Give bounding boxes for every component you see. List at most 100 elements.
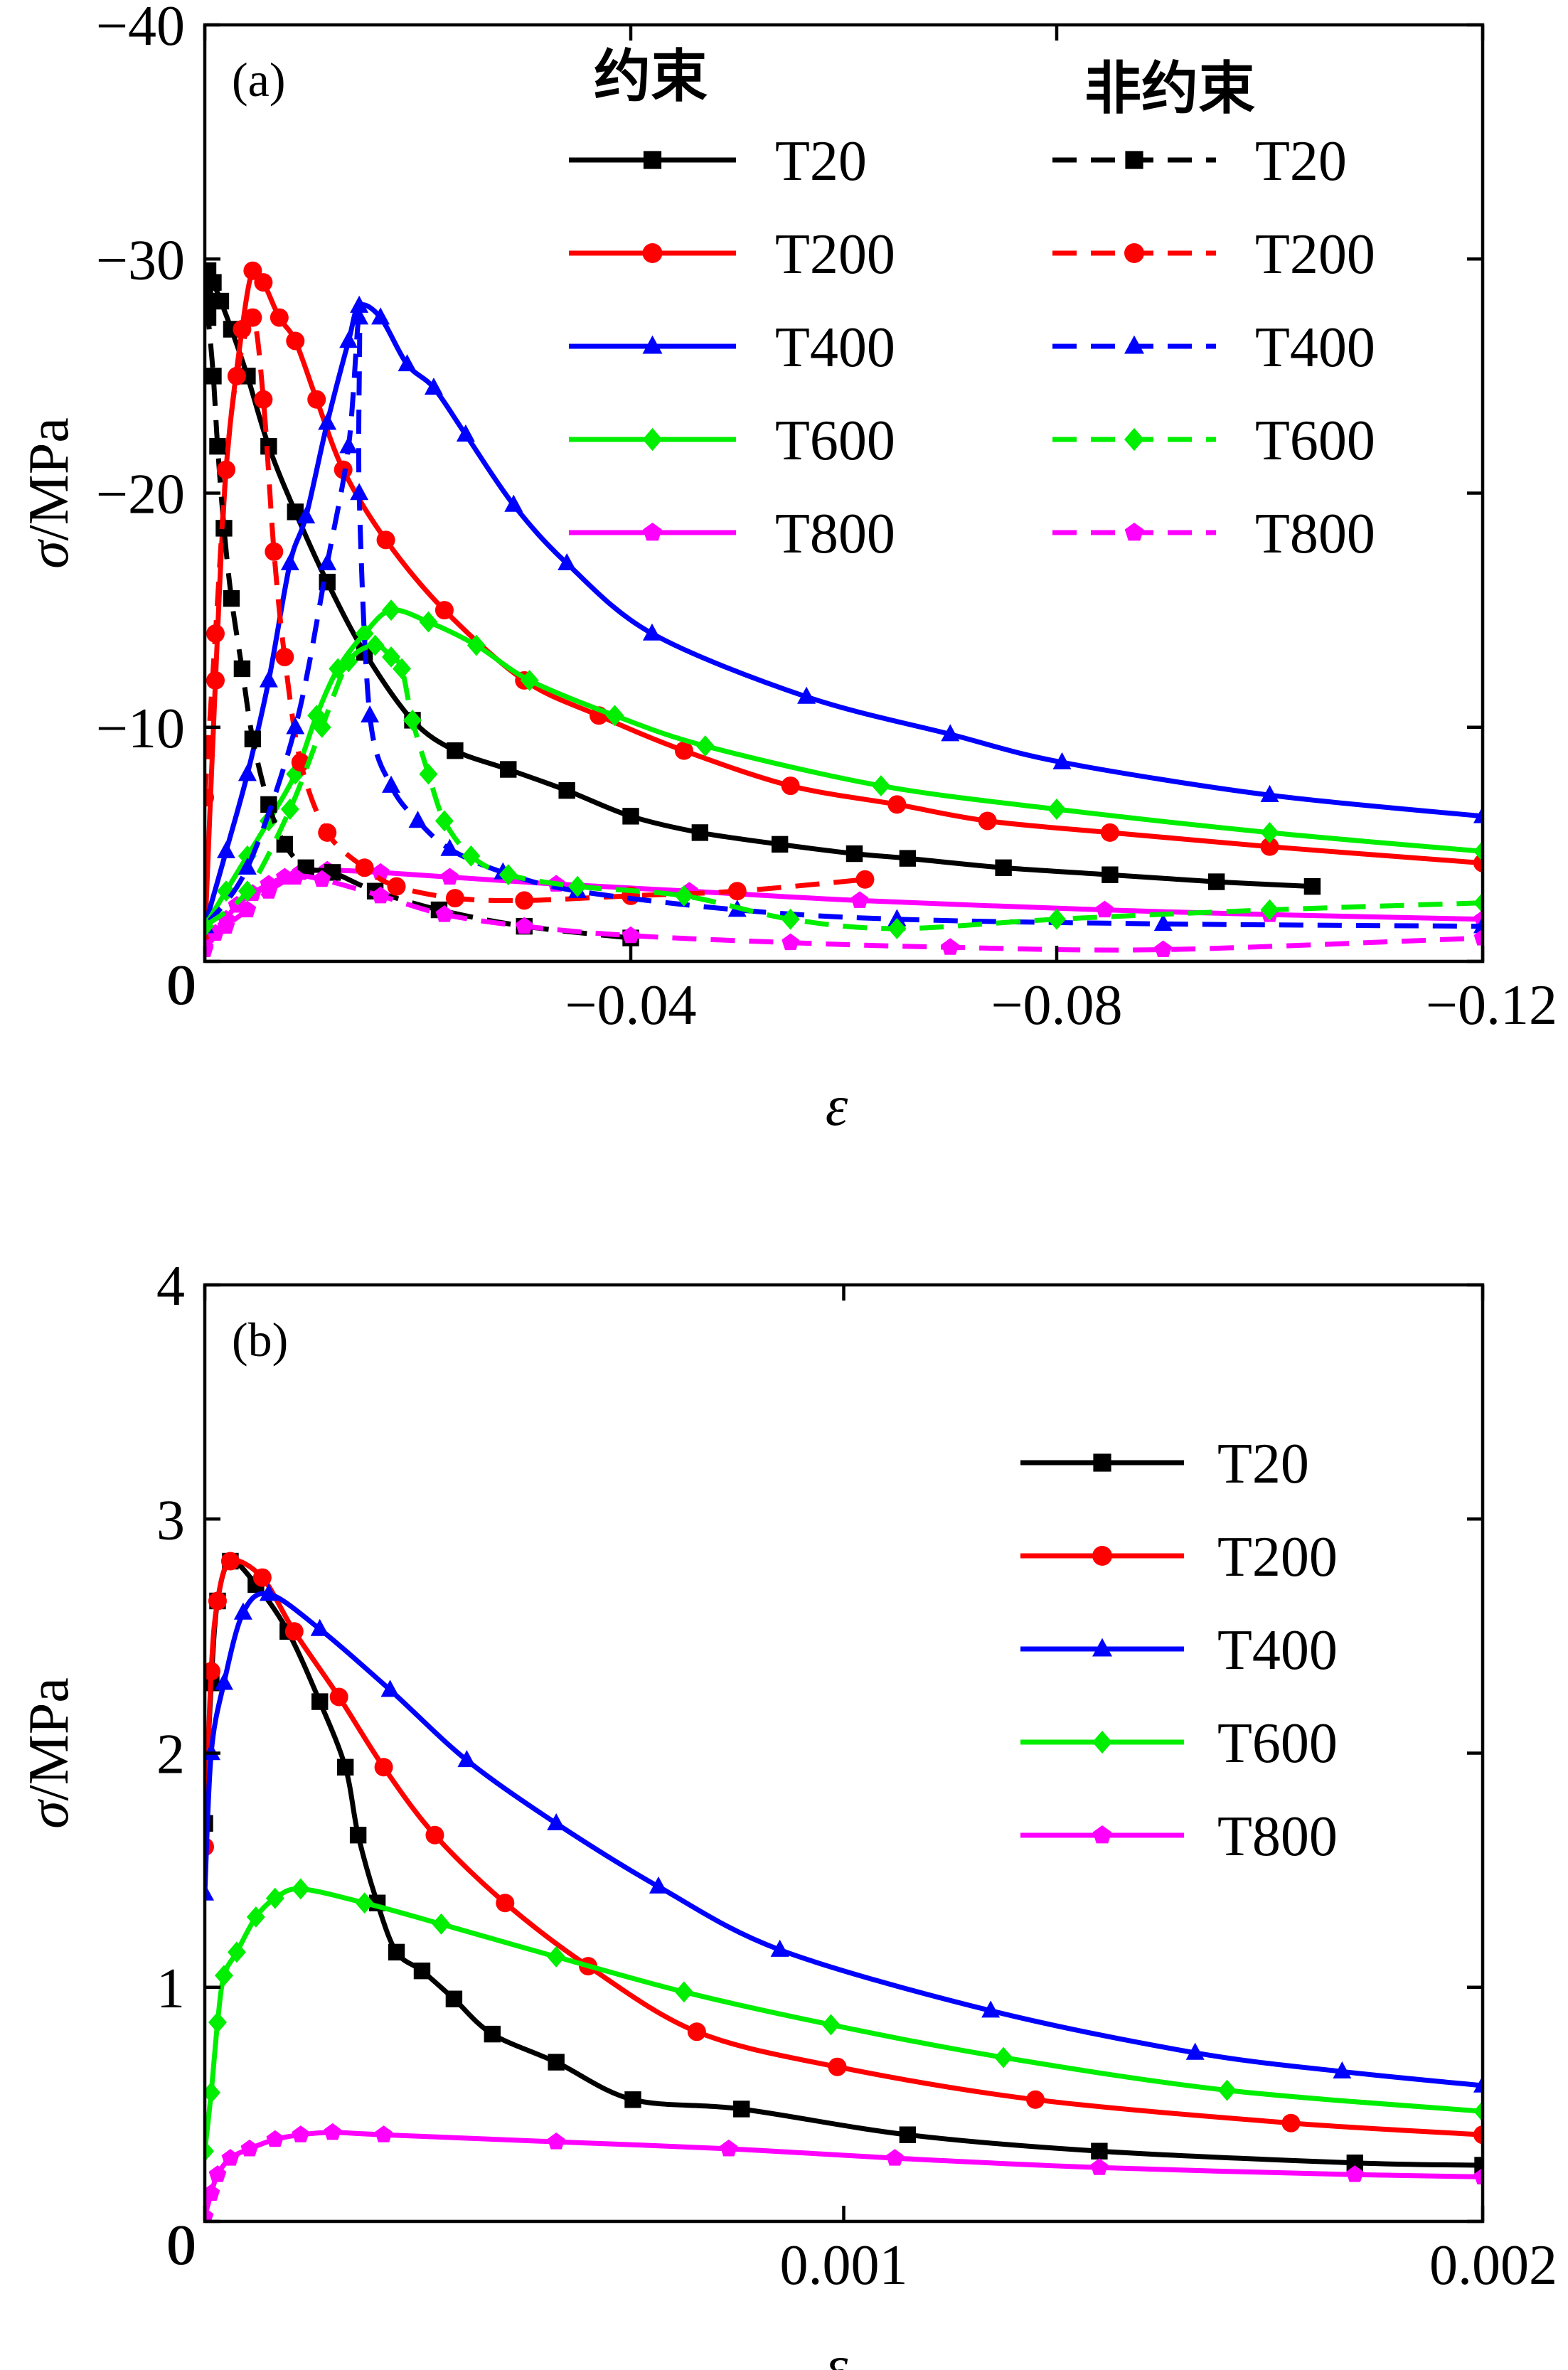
data-point-b-T200-1-6	[329, 1687, 348, 1707]
data-point-b-T200-1-8	[425, 1825, 444, 1845]
data-point-a-T400-2-2	[238, 764, 257, 781]
data-point-b-T800-4-2	[208, 2165, 227, 2182]
data-point-a-T200-6-6	[265, 542, 284, 561]
data-point-a-T20-0-7	[287, 503, 304, 521]
data-point-b-T800-4-0	[205, 2207, 214, 2221]
data-point-a-T600-8-5	[366, 634, 385, 656]
data-point-b-T200-1-2	[208, 1591, 227, 1611]
legend-marker-T600	[1124, 427, 1144, 452]
data-point-a-T800-9-12	[1154, 940, 1173, 958]
data-point-a-T400-2-10	[398, 354, 417, 372]
data-point-b-T600-3-9	[432, 1913, 451, 1935]
legend-label-T800: T800	[1255, 503, 1375, 565]
data-point-a-T200-6-7	[275, 647, 294, 666]
data-point-b-T800-4-14	[1473, 2167, 1483, 2184]
data-point-a-T600-8-12	[498, 864, 518, 886]
legend-label-T20: T20	[775, 130, 867, 193]
data-point-a-T800-9-7	[435, 905, 454, 922]
data-point-a-T800-9-3	[260, 882, 278, 899]
data-point-a-T200-6-2	[216, 460, 235, 479]
data-point-b-T400-2-10	[770, 1939, 789, 1957]
chart-panel-b: 0 0.001 0.002 1 2 3 4 ε σ/MPa (b) T20 T200 T400 T600 T…	[18, 1255, 1557, 2370]
legend-label-T600: T600	[1217, 1712, 1338, 1775]
series-line-a-T800-solid	[205, 868, 1483, 951]
legend-group-title: 非约束	[1084, 58, 1255, 121]
data-point-b-T600-3-11	[674, 1981, 693, 2003]
data-point-a-T20-5-3	[209, 437, 226, 455]
y-tick-label: −20	[96, 464, 185, 526]
data-point-b-T200-1-15	[1473, 2125, 1483, 2145]
data-point-b-T20-0-17	[899, 2126, 917, 2143]
legend-label-T600: T600	[775, 410, 895, 472]
y-axis-label: σ/MPa	[18, 1677, 80, 1829]
legend-marker-T200	[1124, 243, 1144, 263]
data-point-a-T20-5-0	[205, 297, 213, 314]
data-point-b-T600-3-14	[1217, 2079, 1237, 2101]
data-point-a-T400-7-14	[887, 909, 907, 927]
data-point-b-T20-0-10	[388, 1943, 405, 1961]
data-point-a-T200-1-14	[674, 741, 693, 760]
data-point-a-T200-1-5	[254, 273, 273, 292]
data-point-b-T400-2-1	[205, 1743, 220, 1761]
series-line-a-T600-solid	[205, 607, 1483, 928]
data-point-a-T400-7-3	[318, 553, 337, 571]
legend-label-T400: T400	[1255, 316, 1375, 379]
legend-label-T200: T200	[1255, 223, 1375, 286]
chart-panel-a: 0 −0.04 −0.08 −0.12 −10 −20 −30 −40 ε σ/MPa (a) 约束 T…	[18, 0, 1557, 1138]
data-point-a-T600-8-9	[419, 763, 438, 785]
data-point-a-T200-1-18	[1100, 823, 1119, 842]
data-point-a-T800-9-13	[1473, 929, 1483, 946]
legend-marker-T600	[1092, 1730, 1112, 1754]
data-point-a-T20-0-15	[691, 824, 709, 841]
data-point-b-T200-1-4	[252, 1568, 272, 1587]
data-point-b-T20-0-16	[733, 2101, 750, 2118]
data-point-b-T400-2-5	[310, 1618, 329, 1636]
data-point-a-T600-3-13	[695, 735, 715, 757]
data-point-a-T400-7-6	[350, 483, 369, 501]
data-point-a-T600-3-11	[520, 669, 539, 691]
data-point-a-T600-8-17	[1047, 908, 1066, 930]
legend-marker-T800	[1124, 523, 1144, 541]
data-point-a-T600-8-18	[1260, 899, 1279, 921]
data-point-a-T800-9-10	[782, 933, 799, 951]
data-point-a-T400-2-20	[1473, 806, 1483, 823]
legend-marker-T400	[1092, 1638, 1112, 1657]
data-point-a-T800-9-8	[515, 917, 533, 934]
data-point-a-T400-2-8	[350, 295, 369, 313]
data-point-b-T200-1-3	[220, 1552, 240, 1571]
data-point-a-T600-8-4	[339, 651, 358, 673]
data-point-a-T800-9-2	[238, 900, 257, 918]
data-point-b-T600-3-0	[205, 2140, 214, 2162]
x-tick-label: 0.001	[780, 2234, 908, 2297]
data-point-b-T20-0-12	[445, 1990, 463, 2007]
data-point-a-T600-8-0	[205, 915, 214, 937]
data-point-a-T200-6-4	[243, 308, 262, 327]
data-point-a-T20-5-1	[205, 309, 217, 326]
data-point-a-T400-7-2	[286, 717, 305, 735]
data-point-b-T20-0-7	[336, 1758, 354, 1776]
data-point-a-T600-8-10	[434, 810, 454, 832]
data-point-b-T800-4-7	[324, 2123, 342, 2140]
data-point-a-T200-6-15	[727, 882, 747, 901]
data-point-a-T600-8-1	[238, 880, 257, 902]
data-point-a-T800-4-14	[1096, 900, 1114, 918]
x-axis-label: ε	[826, 2335, 848, 2370]
data-point-a-T20-0-12	[500, 761, 517, 778]
data-point-b-T400-2-14	[1473, 2075, 1483, 2093]
y-tick-label: 3	[156, 1489, 185, 1552]
data-point-a-T20-0-18	[899, 850, 917, 867]
data-point-a-T20-0-11	[447, 742, 464, 759]
data-point-a-T400-2-13	[504, 494, 523, 512]
data-point-a-T800-4-9	[371, 863, 390, 880]
data-point-a-T20-0-0	[205, 285, 213, 303]
legend-label-T20: T20	[1217, 1433, 1309, 1495]
data-point-a-T20-0-16	[771, 836, 789, 853]
data-point-b-T20-0-18	[1091, 2142, 1108, 2160]
x-tick-label: 0	[168, 954, 196, 1017]
data-point-b-T200-1-9	[496, 1894, 515, 1913]
data-point-b-T400-2-3	[233, 1602, 252, 1620]
data-point-a-T800-9-11	[941, 938, 959, 955]
data-point-b-T20-0-11	[413, 1963, 431, 1980]
data-point-a-T400-2-5	[297, 506, 316, 524]
data-point-a-T20-0-20	[1102, 866, 1119, 883]
